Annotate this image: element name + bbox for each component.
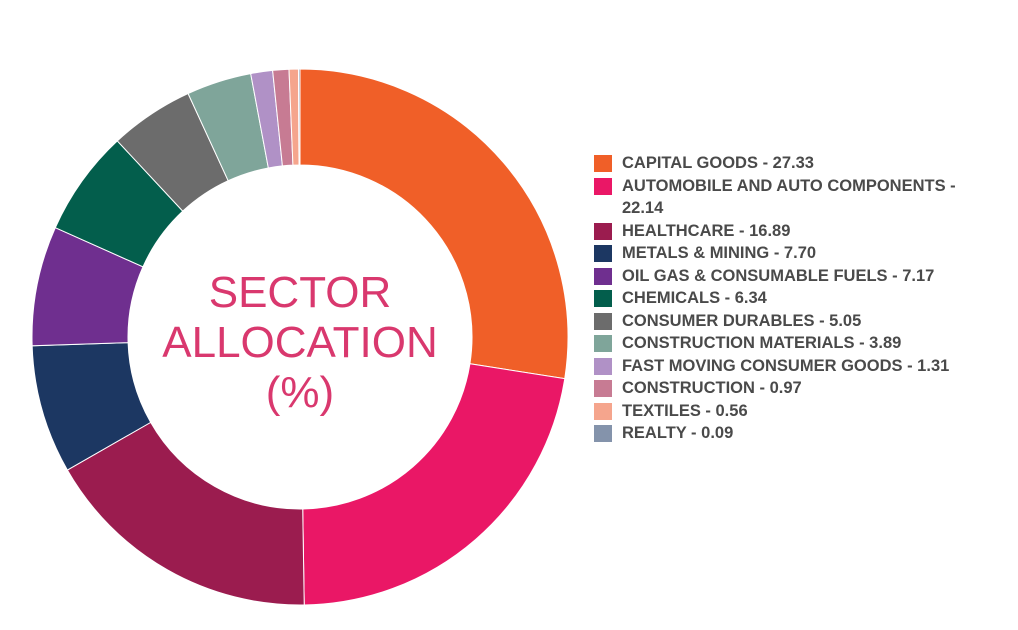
legend-label: CAPITAL GOODS - 27.33 [622, 154, 814, 172]
legend-swatch [594, 245, 612, 262]
center-label: SECTOR ALLOCATION (%) [150, 268, 450, 418]
slice-capital-goods [299, 68, 569, 380]
center-label-line-1: SECTOR [208, 268, 392, 317]
legend-swatch [594, 177, 612, 195]
legend-swatch [594, 425, 612, 442]
center-label-line-3: (%) [265, 368, 335, 417]
legend-item: FAST MOVING CONSUMER GOODS - 1.31 [594, 355, 1004, 378]
legend-item: OIL GAS & CONSUMABLE FUELS - 7.17 [594, 265, 1004, 288]
donut-chart [31, 68, 569, 606]
legend-label: FAST MOVING CONSUMER GOODS - 1.31 [622, 356, 950, 375]
legend-swatch [594, 402, 612, 420]
legend: CAPITAL GOODS - 27.33 AUTOMOBILE AND AUTO… [594, 152, 1004, 445]
legend-swatch [594, 155, 612, 172]
legend-label: HEALTHCARE - 16.89 [622, 221, 791, 240]
legend-item: CONSTRUCTION - 0.97 [594, 377, 1004, 400]
legend-label: TEXTILES - 0.56 [622, 401, 748, 420]
legend-label: CONSTRUCTION MATERIALS - 3.89 [622, 334, 902, 352]
legend-item: METALS & MINING - 7.70 [594, 242, 1004, 265]
legend-label: METALS & MINING - 7.70 [622, 244, 817, 262]
legend-swatch [594, 222, 612, 240]
legend-item: AUTOMOBILE AND AUTO COMPONENTS - 22.14 [594, 175, 1004, 220]
center-label-line-2: ALLOCATION [162, 318, 438, 367]
legend-label: CONSUMER DURABLES - 5.05 [622, 311, 862, 330]
legend-item: CAPITAL GOODS - 27.33 [594, 152, 1004, 175]
legend-item: HEALTHCARE - 16.89 [594, 220, 1004, 243]
legend-label: CHEMICALS - 6.34 [622, 289, 767, 307]
legend-swatch [594, 290, 612, 307]
legend-swatch [594, 335, 612, 352]
legend-item: CONSTRUCTION MATERIALS - 3.89 [594, 332, 1004, 355]
legend-label: REALTY - 0.09 [622, 424, 734, 442]
slice-realty [297, 68, 301, 166]
legend-swatch [594, 357, 612, 375]
legend-label: CONSTRUCTION - 0.97 [622, 379, 802, 397]
legend-label: OIL GAS & CONSUMABLE FUELS - 7.17 [622, 266, 935, 285]
legend-item: CHEMICALS - 6.34 [594, 287, 1004, 310]
legend-swatch [594, 380, 612, 397]
legend-swatch [594, 267, 612, 285]
legend-swatch [594, 312, 612, 330]
legend-item: CONSUMER DURABLES - 5.05 [594, 310, 1004, 333]
legend-item: REALTY - 0.09 [594, 422, 1004, 445]
legend-item: TEXTILES - 0.56 [594, 400, 1004, 423]
slice-automobile-and-auto-components [302, 363, 566, 606]
legend-label: AUTOMOBILE AND AUTO COMPONENTS - 22.14 [622, 176, 956, 218]
